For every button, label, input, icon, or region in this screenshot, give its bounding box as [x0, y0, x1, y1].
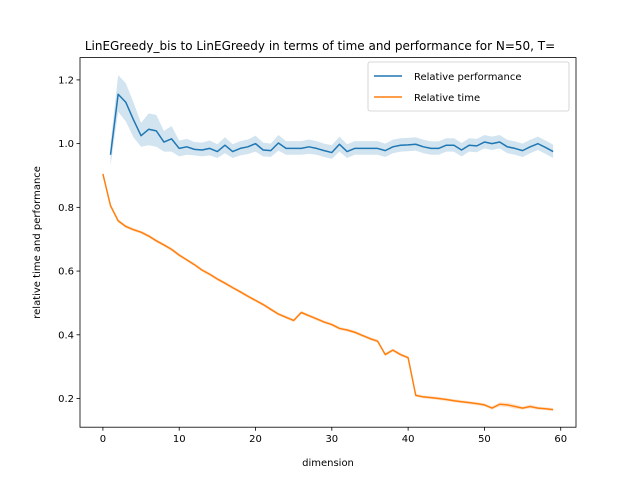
- x-tick-label: 50: [478, 434, 491, 445]
- x-tick-label: 10: [173, 434, 186, 445]
- x-tick-label: 30: [325, 434, 338, 445]
- plot-border: [79, 57, 577, 428]
- y-axis-ticks: 0.2 0.4 0.6 0.8 1.0 1.2: [58, 75, 80, 405]
- y-tick-label: 0.8: [58, 203, 74, 214]
- chart-title: LinEGreedy_bis to LinEGreedy in terms of…: [85, 39, 555, 53]
- y-axis-label: relative time and performance: [32, 166, 43, 319]
- x-axis-ticks: 0 10 20 30 40 50 60: [100, 427, 567, 445]
- plot-area: [80, 57, 576, 428]
- confidence-bands: [102, 75, 554, 412]
- series-line-time: [102, 173, 554, 411]
- x-axis-label: dimension: [302, 458, 354, 469]
- y-tick-label: 0.4: [58, 330, 74, 341]
- legend-box: [367, 61, 570, 112]
- x-tick-label: 0: [100, 434, 106, 445]
- y-tick-label: 1.2: [58, 75, 74, 86]
- x-tick-label: 40: [402, 434, 415, 445]
- y-tick-label: 1.0: [58, 139, 74, 150]
- series-lines: [102, 93, 554, 411]
- legend-label-time: Relative time: [414, 93, 480, 104]
- y-tick-label: 0.6: [58, 267, 74, 278]
- legend: Relative performance Relative time: [367, 61, 570, 112]
- band-performance: [110, 75, 554, 166]
- legend-label-performance: Relative performance: [414, 72, 522, 83]
- series-line-performance: [109, 93, 554, 155]
- y-tick-label: 0.2: [58, 394, 74, 405]
- x-tick-label: 60: [554, 434, 567, 445]
- x-tick-label: 20: [249, 434, 262, 445]
